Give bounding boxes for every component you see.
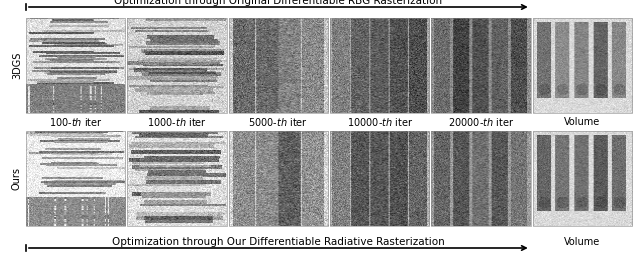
Text: 100-$\it{th}$ iter: 100-$\it{th}$ iter xyxy=(49,116,102,128)
Bar xyxy=(532,18,632,113)
Bar xyxy=(431,18,531,113)
Bar xyxy=(26,131,125,226)
Text: Volume: Volume xyxy=(564,237,600,247)
Bar xyxy=(330,131,429,226)
Text: 3DGS: 3DGS xyxy=(12,52,22,79)
Bar xyxy=(127,131,227,226)
Text: 1000-$\it{th}$ iter: 1000-$\it{th}$ iter xyxy=(147,116,207,128)
Bar xyxy=(26,18,125,113)
Bar xyxy=(532,131,632,226)
Text: 5000-$\it{th}$ iter: 5000-$\it{th}$ iter xyxy=(248,116,308,128)
Text: 10000-$\it{th}$ iter: 10000-$\it{th}$ iter xyxy=(347,116,413,128)
Bar xyxy=(330,18,429,113)
Text: Volume: Volume xyxy=(564,117,600,127)
Bar xyxy=(228,131,328,226)
Bar xyxy=(228,18,328,113)
Text: Ours: Ours xyxy=(12,167,22,190)
Text: Optimization through Our Differentiable Radiative Rasterization: Optimization through Our Differentiable … xyxy=(112,237,445,247)
Text: 20000-$\it{th}$ iter: 20000-$\it{th}$ iter xyxy=(448,116,514,128)
Text: Optimization through Original Differentiable RBG Rasterization: Optimization through Original Differenti… xyxy=(115,0,442,6)
Bar xyxy=(127,18,227,113)
Bar xyxy=(431,131,531,226)
